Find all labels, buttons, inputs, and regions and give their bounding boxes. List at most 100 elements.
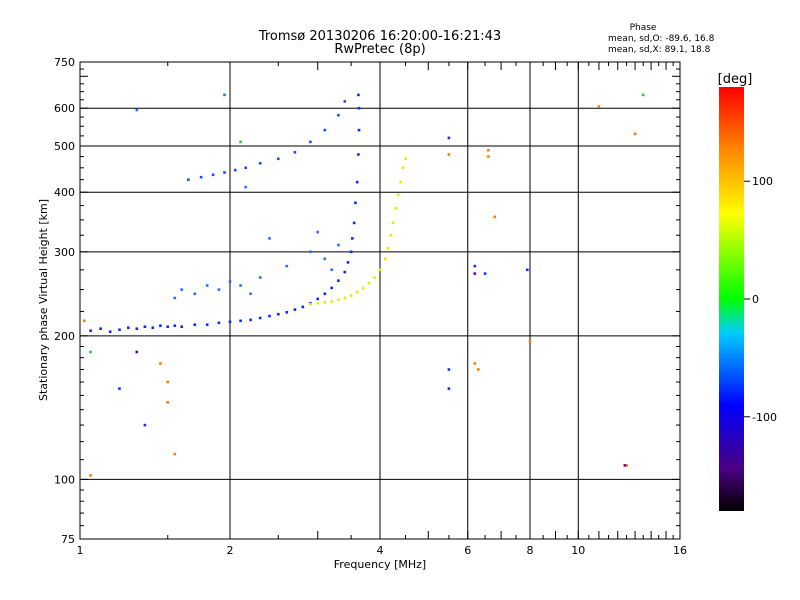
data-point (199, 175, 203, 179)
data-point (477, 368, 480, 371)
data-point (357, 93, 360, 97)
data-point (337, 298, 340, 302)
y-tick-label: 400 (54, 186, 75, 199)
data-point (330, 268, 333, 272)
data-point (316, 297, 319, 301)
data-point (352, 221, 356, 225)
data-point (228, 320, 232, 324)
data-point (346, 261, 350, 264)
data-point (258, 316, 262, 320)
data-point (244, 185, 247, 189)
data-point (89, 329, 92, 332)
data-point (623, 464, 627, 467)
data-point (447, 368, 451, 371)
data-point (528, 339, 532, 343)
data-point (143, 325, 147, 328)
y-tick-label: 600 (54, 102, 75, 115)
data-point (401, 166, 405, 170)
data-point (323, 257, 327, 261)
data-point (343, 100, 347, 103)
data-point (473, 272, 477, 275)
data-point (135, 327, 139, 330)
x-tick-label: 4 (377, 544, 384, 557)
data-point (285, 311, 289, 314)
data-point (355, 290, 359, 294)
axis-ticks (79, 61, 681, 540)
data-point (234, 168, 237, 172)
data-point (330, 286, 333, 290)
data-point (143, 423, 147, 427)
data-point (386, 247, 390, 250)
chart-subtitle: RwPretec (8p) (334, 42, 425, 57)
x-tick-label: 16 (673, 544, 687, 557)
data-point (228, 280, 232, 283)
data-point (309, 140, 312, 144)
data-point (526, 268, 529, 272)
data-point (205, 323, 209, 326)
data-point (89, 474, 92, 477)
y-tick-label: 75 (61, 533, 75, 546)
data-point (343, 296, 347, 300)
data-point (493, 215, 497, 219)
data-point (309, 302, 312, 306)
data-point (285, 264, 289, 268)
data-point (135, 108, 139, 112)
data-point (159, 324, 162, 327)
data-point (180, 288, 183, 291)
colorbar-label: [deg] (718, 72, 753, 87)
colorbar (719, 87, 744, 511)
data-point (447, 387, 451, 390)
data-point (337, 113, 340, 117)
data-point (166, 380, 169, 384)
data-point (301, 305, 305, 309)
data-point (135, 350, 139, 354)
data-point (361, 286, 365, 290)
data-point (217, 288, 221, 291)
data-point (173, 296, 177, 300)
data-point (351, 237, 354, 240)
data-point (159, 362, 162, 365)
data-point (357, 128, 361, 132)
data-point (625, 464, 628, 467)
data-point (447, 153, 451, 156)
data-point (244, 166, 247, 170)
y-tick-label: 300 (54, 246, 75, 259)
colorbar-ticks: 100 0 -100 (744, 175, 777, 424)
data-point (323, 301, 327, 304)
x-axis-label: Frequency [MHz] (334, 558, 426, 571)
axis-tick-labels: 1 2 4 6 8 10 16 75 100 200 300 400 500 600 750 (54, 56, 687, 557)
data-point (127, 326, 130, 329)
colorbar-tick-label: 0 (752, 293, 759, 306)
data-point (355, 180, 359, 184)
data-point (239, 319, 242, 323)
data-point (187, 178, 190, 181)
data-point (330, 300, 333, 303)
data-point (483, 272, 487, 275)
data-point (239, 284, 242, 287)
y-tick-label: 750 (54, 56, 75, 69)
data-point (118, 328, 121, 331)
legend-line-x: mean, sd,X: 89.1, 18.8 (608, 45, 711, 55)
data-point (239, 140, 242, 144)
colorbar-tick-label: -100 (752, 411, 777, 424)
data-point (378, 268, 382, 272)
colorbar-tick-label: 100 (752, 175, 773, 188)
data-point (268, 314, 271, 318)
data-point (316, 302, 319, 305)
data-point (316, 230, 319, 234)
data-point (223, 171, 226, 174)
data-point (337, 279, 340, 282)
data-point (597, 105, 601, 108)
data-point (354, 201, 357, 205)
data-point (205, 284, 209, 287)
data-point (389, 233, 392, 237)
y-tick-label: 200 (54, 330, 75, 343)
y-tick-label: 500 (54, 140, 75, 153)
data-point (293, 308, 297, 311)
data-point (367, 281, 371, 285)
y-axis-label: Stationary phase Virtual Height [km] (37, 199, 50, 401)
data-point (99, 327, 102, 330)
y-tick-label: 100 (54, 473, 75, 486)
data-point (258, 162, 262, 165)
